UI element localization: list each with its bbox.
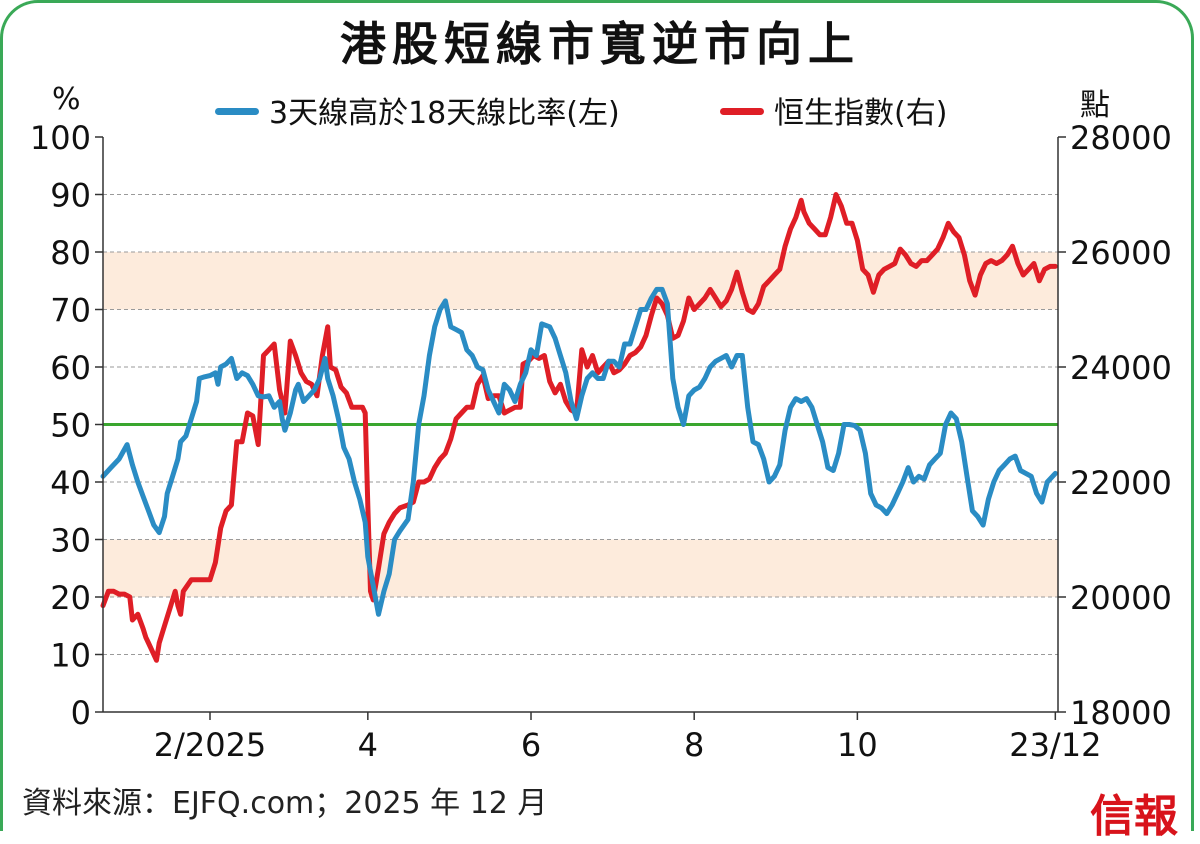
left-tick-label-3: 30 <box>50 522 91 560</box>
right-tick-label-0: 18000 <box>1070 694 1172 732</box>
left-tick-label-8: 80 <box>50 234 91 272</box>
x-tick-label-3: 8 <box>684 726 704 764</box>
x-tick-label-5: 23/12 <box>1009 726 1101 764</box>
series-line-hsi <box>100 192 1058 663</box>
left-tick-label-6: 60 <box>50 349 91 387</box>
left-tick-label-5: 50 <box>50 407 91 445</box>
left-tick-label-4: 40 <box>50 464 91 502</box>
left-tick-label-10: 100 <box>30 119 91 157</box>
legend-item-breadth: 3天線高於18天線比率(左) <box>215 88 620 132</box>
left-tick-label-9: 90 <box>50 177 91 215</box>
right-tick-label-3: 24000 <box>1070 349 1172 387</box>
x-tick-label-0: 2/2025 <box>154 726 267 764</box>
legend-item-hsi: 恒生指數(右) <box>720 88 947 132</box>
legend-label-breadth: 3天線高於18天線比率(左) <box>269 96 620 131</box>
series-line-breadth <box>100 286 1058 617</box>
right-tick-label-5: 28000 <box>1070 119 1172 157</box>
x-tick-label-2: 6 <box>521 726 541 764</box>
legend-swatch-hsi <box>720 108 764 115</box>
right-tick-label-2: 22000 <box>1070 464 1172 502</box>
left-tick-label-0: 0 <box>71 694 91 732</box>
shaded-band-1 <box>103 539 1058 597</box>
left-tick-label-1: 10 <box>50 637 91 675</box>
chart-frame <box>0 0 1194 831</box>
left-tick-label-7: 70 <box>50 292 91 330</box>
publisher-logo: 信報 <box>1090 791 1178 842</box>
shaded-band-0 <box>103 252 1058 310</box>
left-axis-unit: % <box>52 82 81 117</box>
right-tick-label-1: 20000 <box>1070 579 1172 617</box>
chart-title: 港股短線市寬逆市向上 <box>340 17 860 71</box>
legend-swatch-breadth <box>215 108 259 115</box>
left-tick-label-2: 20 <box>50 579 91 617</box>
x-tick-label-1: 4 <box>358 726 378 764</box>
source-note: 資料來源：EJFQ.com；2025 年 12 月 <box>22 786 548 821</box>
legend-label-hsi: 恒生指數(右) <box>774 96 948 131</box>
x-tick-label-4: 10 <box>837 726 878 764</box>
right-tick-label-4: 26000 <box>1070 234 1172 272</box>
right-axis-unit: 點 <box>1080 88 1110 123</box>
